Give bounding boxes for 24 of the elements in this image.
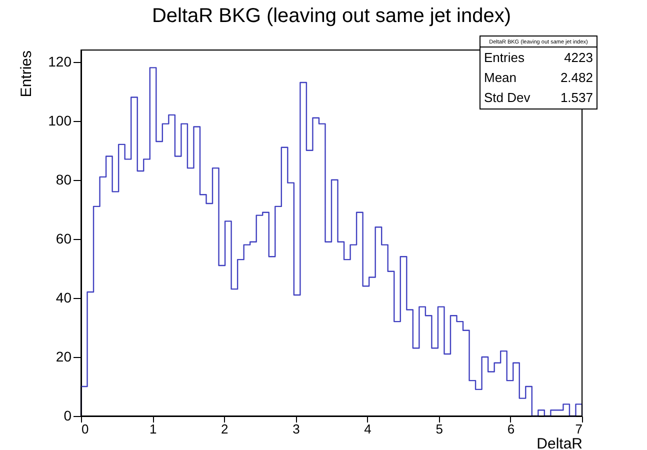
- y-tick-label: 0: [64, 408, 72, 424]
- annotation: Entries: [484, 50, 525, 65]
- x-tick-label: 6: [507, 422, 515, 436]
- y-tick-label: 100: [48, 112, 72, 128]
- annotation: Mean: [484, 70, 517, 85]
- x-tick-label: 7: [575, 422, 582, 436]
- x-tick-label: 0: [82, 422, 89, 436]
- y-axis-title: Entries: [18, 50, 36, 98]
- x-tick-label: 3: [292, 422, 300, 436]
- x-tick-label: 4: [364, 422, 372, 436]
- annotation: Std Dev: [484, 90, 531, 105]
- x-tick-label: 5: [436, 422, 443, 436]
- x-axis-title: DeltaR: [536, 436, 583, 450]
- y-tick-label: 40: [56, 289, 72, 306]
- annotation: 1.537: [560, 90, 593, 105]
- y-tick-label: 20: [56, 348, 72, 364]
- y-tick-label: 80: [56, 171, 72, 188]
- y-tick-label: 120: [48, 53, 72, 70]
- x-tick-label: 1: [149, 422, 157, 436]
- annotation: 2.482: [560, 70, 593, 85]
- y-tick-label: 60: [56, 230, 72, 246]
- chart-title: DeltaR BKG (leaving out same jet index): [152, 5, 512, 27]
- x-tick-label: 2: [221, 422, 228, 436]
- annotation: 4223: [564, 50, 593, 65]
